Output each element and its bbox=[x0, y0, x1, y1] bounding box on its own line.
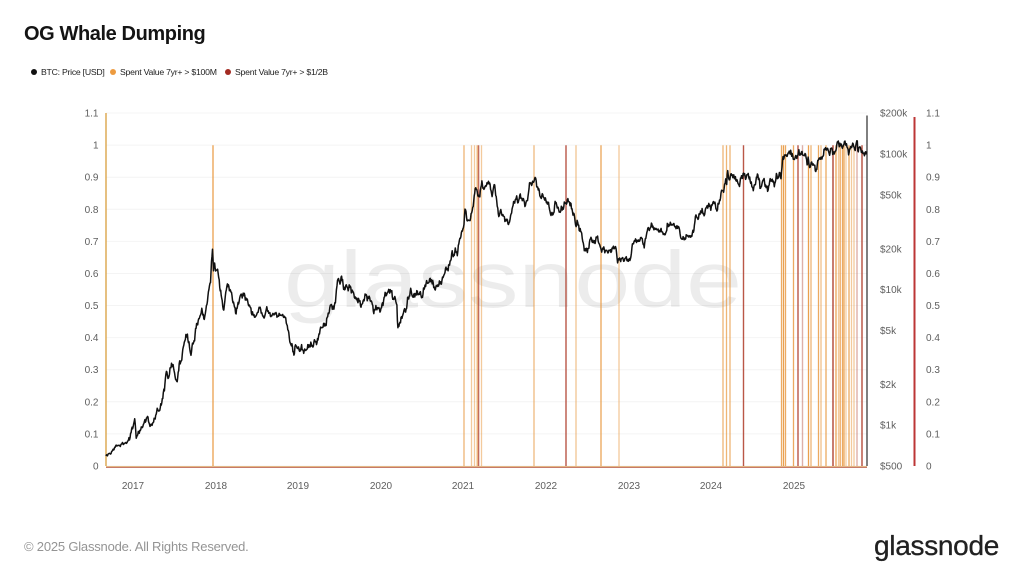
svg-text:2022: 2022 bbox=[535, 481, 558, 492]
svg-text:0.3: 0.3 bbox=[926, 365, 940, 376]
svg-text:0.6: 0.6 bbox=[926, 269, 940, 280]
svg-text:0: 0 bbox=[93, 461, 99, 472]
svg-text:$50k: $50k bbox=[880, 190, 903, 201]
svg-text:glassnode: glassnode bbox=[284, 235, 742, 324]
svg-text:1.1: 1.1 bbox=[926, 109, 940, 120]
svg-text:0.2: 0.2 bbox=[85, 397, 99, 408]
svg-text:0.5: 0.5 bbox=[85, 301, 99, 312]
svg-text:$1k: $1k bbox=[880, 421, 897, 432]
svg-text:0.7: 0.7 bbox=[85, 237, 99, 248]
svg-text:2019: 2019 bbox=[287, 481, 310, 492]
svg-text:$200k: $200k bbox=[880, 109, 908, 120]
svg-text:2018: 2018 bbox=[205, 481, 228, 492]
svg-text:1: 1 bbox=[93, 141, 99, 152]
svg-text:1: 1 bbox=[926, 141, 932, 152]
svg-text:0.9: 0.9 bbox=[85, 173, 99, 184]
svg-text:$10k: $10k bbox=[880, 285, 903, 296]
svg-text:2017: 2017 bbox=[122, 481, 145, 492]
svg-text:0.5: 0.5 bbox=[926, 301, 940, 312]
svg-text:0.1: 0.1 bbox=[926, 429, 940, 440]
svg-text:$100k: $100k bbox=[880, 150, 908, 161]
svg-text:0.2: 0.2 bbox=[926, 397, 940, 408]
svg-text:1.1: 1.1 bbox=[85, 108, 99, 119]
svg-text:0: 0 bbox=[926, 462, 932, 473]
svg-text:0.8: 0.8 bbox=[926, 205, 940, 216]
svg-text:2020: 2020 bbox=[370, 481, 393, 492]
svg-text:0.6: 0.6 bbox=[85, 269, 99, 280]
svg-text:2023: 2023 bbox=[618, 481, 641, 492]
svg-text:$500: $500 bbox=[880, 462, 903, 473]
svg-text:0.7: 0.7 bbox=[926, 237, 940, 248]
svg-text:0.9: 0.9 bbox=[926, 173, 940, 184]
svg-text:0.4: 0.4 bbox=[926, 333, 940, 344]
svg-text:2025: 2025 bbox=[783, 481, 806, 492]
svg-text:0.4: 0.4 bbox=[85, 333, 99, 344]
svg-text:$5k: $5k bbox=[880, 326, 897, 337]
svg-text:0.8: 0.8 bbox=[85, 205, 99, 216]
svg-text:2024: 2024 bbox=[700, 481, 723, 492]
svg-text:2021: 2021 bbox=[452, 481, 475, 492]
svg-text:0.3: 0.3 bbox=[85, 365, 99, 376]
svg-text:0.1: 0.1 bbox=[85, 429, 99, 440]
svg-text:$2k: $2k bbox=[880, 380, 897, 391]
svg-text:$20k: $20k bbox=[880, 244, 903, 255]
